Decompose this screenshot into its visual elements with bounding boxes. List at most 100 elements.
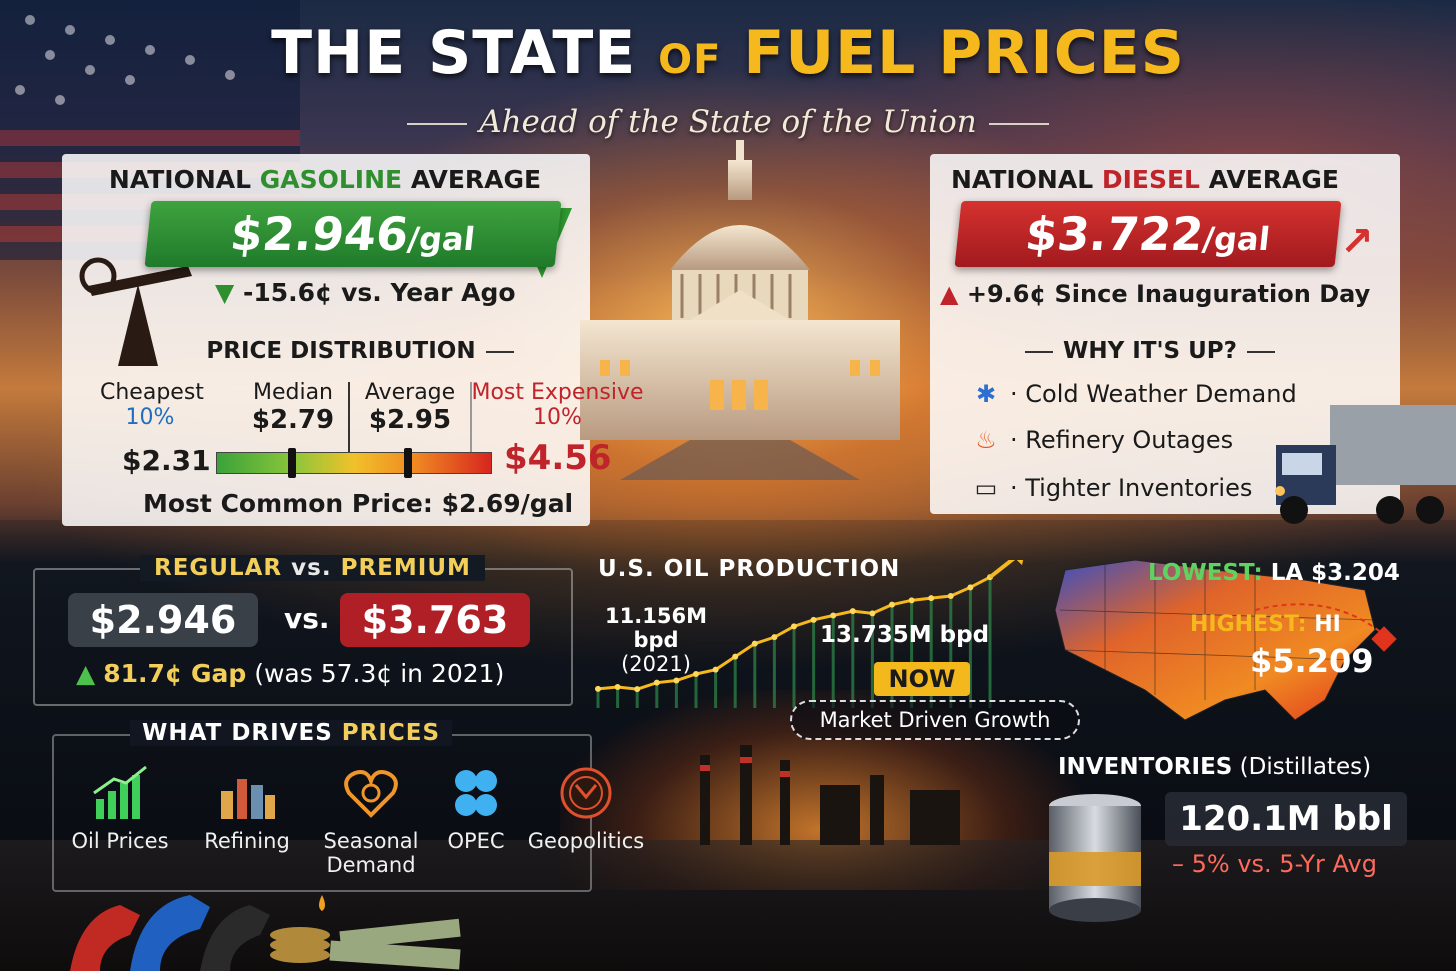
up-triangle-icon: ▲ [76,659,96,688]
inventories-heading-text: INVENTORIES [1058,754,1233,780]
why-up-heading: WHY IT'S UP? [990,338,1310,364]
gap-note: (was 57.3¢ in 2021) [254,659,505,688]
expensive-label: Most Expensive [471,380,644,405]
title-part-1: THE STATE [271,18,637,88]
production-point [771,634,778,641]
diesel-heading: NATIONAL DIESEL AVERAGE [940,165,1350,194]
production-point [653,679,660,686]
diesel-price: $3.722/gal [954,201,1342,267]
drivers-heading: WHAT DRIVES PRICES [130,720,453,746]
oil-production-heading: U.S. OIL PRODUCTION [598,556,901,582]
divider-line [407,122,468,125]
driver-item: Oil Prices [62,765,178,853]
truck-icon [1275,405,1456,524]
main-title: THE STATE OF FUEL PRICES [0,18,1456,88]
distribution-heading: PRICE DISTRIBUTION [180,338,550,364]
driver-item: Geopolitics [520,765,652,853]
trend-arrowhead-icon [1016,560,1024,566]
road [0,840,1456,971]
driver-label: Refining [204,829,290,853]
why-item-label: · Refinery Outages [1010,426,1234,454]
gasoline-change-text: -15.6¢ vs. Year Ago [242,278,516,307]
gasoline-price: $2.946/gal [144,201,562,267]
gap-value: 81.7¢ Gap [103,659,247,688]
rp-heading-vs: vs. [291,555,332,581]
driver-item: Refining [192,765,302,853]
production-point [830,612,837,619]
median-value: $2.79 [251,405,335,435]
distribution-heading-text: PRICE DISTRIBUTION [206,338,476,364]
average-value: $2.95 [368,405,452,435]
heart-icon [344,770,398,818]
production-point [673,677,680,684]
title-part-2: OF [658,37,722,83]
production-point [908,597,915,604]
now-badge: NOW [874,662,970,696]
inventories-sub: (Distillates) [1239,754,1372,780]
highest-state: HI [1314,612,1341,637]
regular-premium-heading: REGULAR vs. PREMIUM [140,555,485,581]
highest-label: HIGHEST: [1190,612,1307,637]
oil-start-value: 11.156M bpd [605,604,707,652]
diesel-heading-mid: DIESEL [1101,165,1200,194]
inventories-change: – 5% vs. 5-Yr Avg [1172,850,1377,878]
driver-item: OPEC [436,765,516,853]
why-item: ♨ · Refinery Outages [970,424,1233,456]
production-point [693,671,699,677]
driver-label: OPEC [447,829,505,853]
gasoline-heading: NATIONAL GASOLINE AVERAGE [70,165,580,194]
production-point [810,616,817,623]
average-column: Average $2.95 [350,380,470,435]
diesel-heading-pre: NATIONAL [950,165,1094,194]
gasoline-price-value: $2.946 [227,207,412,261]
tank-icon: ▭ [974,474,998,502]
divider-line [1247,350,1276,353]
diesel-price-unit: /gal [1200,220,1272,258]
why-item: ✱ · Cold Weather Demand [970,378,1297,410]
bar-chart-icon [93,765,147,819]
highest-price: HIGHEST: HI [1190,612,1341,637]
regular-price: $2.946 [68,593,258,647]
production-point [595,685,601,692]
most-common-price: Most Common Price: $2.69/gal [143,489,574,518]
title-part-3: FUEL PRICES [743,18,1185,88]
production-point [732,653,739,660]
capitol-building [580,140,900,480]
gasoline-price-unit: /gal [405,220,477,258]
expensive-pct: 10% [533,405,582,430]
why-item-label: · Cold Weather Demand [1010,380,1297,408]
rp-heading-a: REGULAR [154,555,283,581]
production-point [967,584,974,591]
why-item-label: · Tighter Inventories [1010,474,1253,502]
snowflake-icon: ✱ [975,380,997,408]
vs-label: vs. [284,602,330,635]
cheapest-label: Cheapest [100,380,204,405]
oil-start: 11.156M bpd (2021) [596,604,716,676]
trend-arrow-icon [988,560,1016,579]
price-gap: ▲ 81.7¢ Gap (was 57.3¢ in 2021) [76,659,504,688]
lowest-label: LOWEST: [1148,560,1263,586]
average-marker [404,448,412,478]
drivers-heading-b: PRICES [341,720,441,746]
average-label: Average [364,380,456,405]
pump-jack-icon [79,257,192,366]
opec-icon [455,770,497,816]
column-divider [348,382,350,452]
globe-icon [560,767,612,819]
warning-triangle-icon: ▲ [940,280,959,308]
refinery-silhouette [700,745,960,845]
gasoline-change: ▼ -15.6¢ vs. Year Ago [215,278,516,307]
gasoline-heading-mid: GASOLINE [259,165,403,194]
production-point [712,666,719,673]
cheapest-value: $2.31 [122,444,211,477]
fuel-tank-icon [1049,794,1141,922]
driver-label: Geopolitics [527,829,645,853]
down-triangle-icon: ▼ [215,278,235,307]
subtitle-text: Ahead of the State of the Union [479,104,977,140]
median-marker [288,448,296,478]
production-point [614,684,621,690]
diesel-change: ▲ +9.6¢ Since Inauguration Day [940,280,1370,308]
driver-label: Oil Prices [71,829,169,853]
price-distribution-bar [216,452,492,474]
diesel-price-value: $3.722 [1022,207,1207,261]
